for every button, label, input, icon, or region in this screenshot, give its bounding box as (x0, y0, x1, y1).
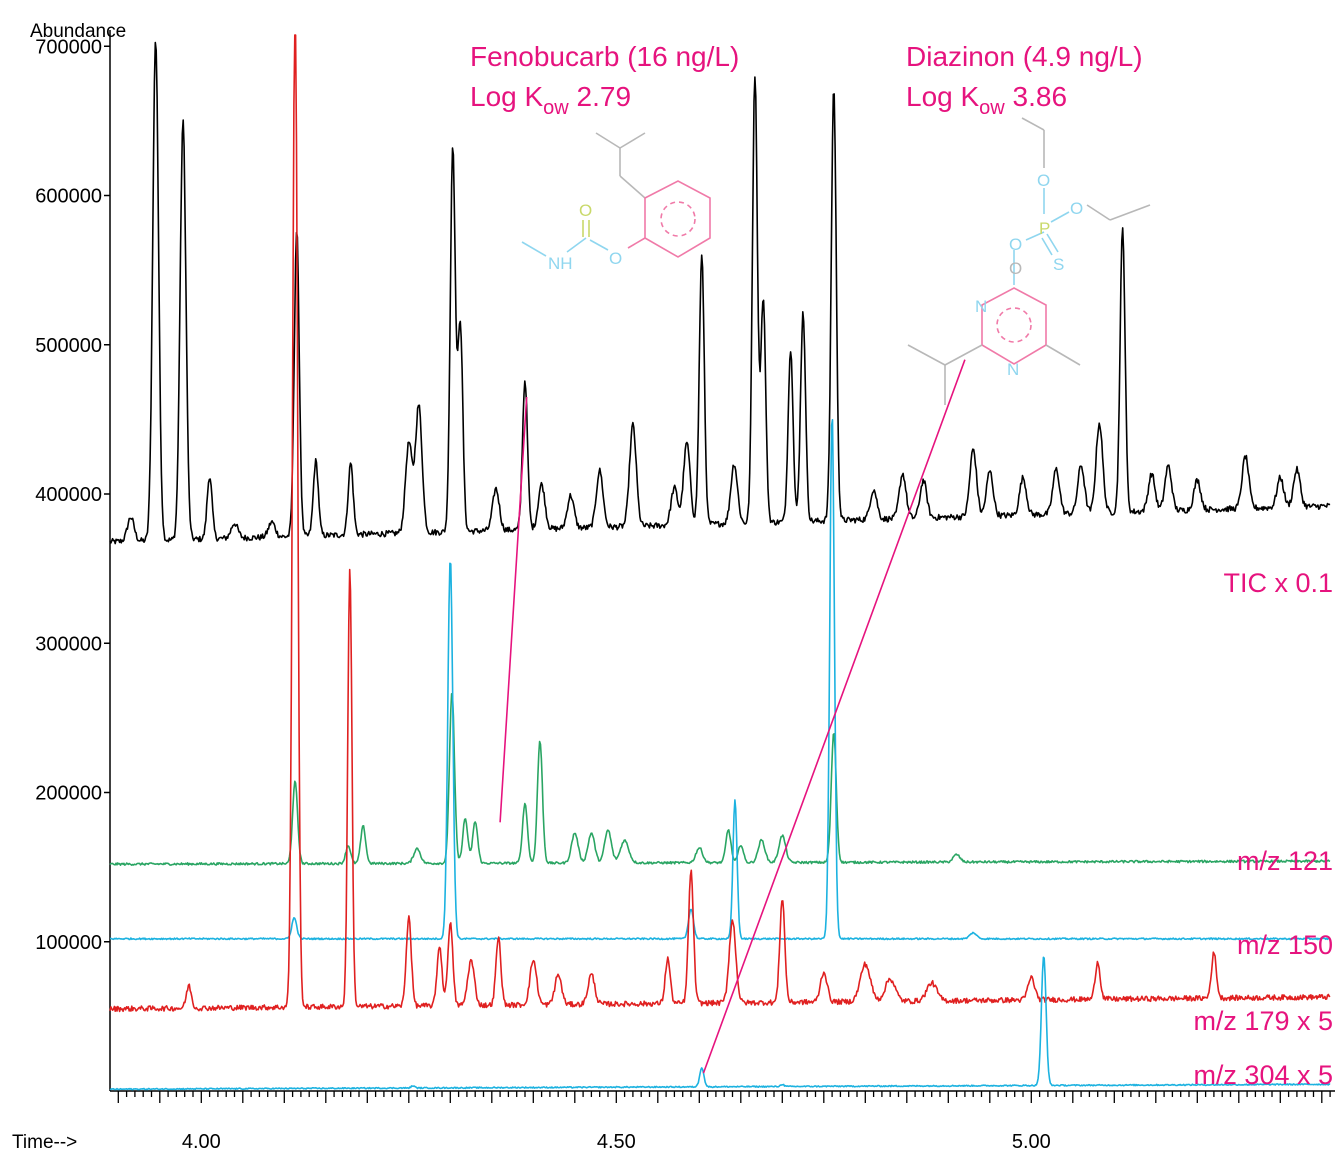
x-tick-label: 5.00 (1012, 1131, 1051, 1153)
series-label: m/z 150 (1237, 930, 1333, 960)
y-axis-label: Abundance (30, 21, 126, 42)
diazinon-o-top: O (1037, 171, 1050, 190)
diazinon-n-lower: N (1007, 360, 1019, 379)
diazinon-o-left: O (1009, 235, 1022, 254)
series-labels: TIC x 0.1 m/z 121 m/z 150 m/z 179 x 5 m/z 30… (1193, 568, 1333, 1090)
fenobucarb-ester-o: O (609, 249, 622, 268)
x-axis-ticks: 4.00 4.50 5.00 (117, 1091, 1331, 1153)
fenobucarb-nh: NH (548, 254, 573, 273)
pointer-line-0 (499, 396, 528, 823)
x-tick-label: 4.00 (182, 1131, 221, 1153)
y-axis-ticks: 100000 200000 300000 400000 500000 600000 7000… (35, 36, 110, 954)
fenobucarb-logkow-prefix: Log K (470, 81, 543, 112)
y-tick-label: 200000 (35, 783, 102, 805)
trace-3 (109, 34, 1331, 1013)
trace-0 (109, 41, 1331, 545)
fenobucarb-logkow: Log Kow 2.79 (470, 81, 631, 119)
diazinon-n-upper: N (975, 297, 987, 316)
fenobucarb-structure: O NH O (521, 132, 711, 273)
diazinon-s: S (1053, 255, 1064, 274)
diazinon-logkow-prefix: Log K (906, 81, 979, 112)
diazinon-logkow-value: 3.86 (1005, 81, 1067, 112)
series-label: m/z 121 (1237, 846, 1333, 876)
x-axis-label: Time--> (12, 1132, 77, 1153)
annotation-pointers (499, 359, 966, 1074)
diazinon-structure: O P O O S O N N (907, 117, 1151, 405)
pointer-line-1 (702, 359, 966, 1074)
y-tick-label: 600000 (35, 186, 102, 208)
traces (109, 34, 1331, 1091)
y-tick-label: 700000 (35, 36, 102, 58)
series-label: m/z 179 x 5 (1193, 1006, 1333, 1036)
x-tick-label: 4.50 (597, 1131, 636, 1153)
y-tick-label: 300000 (35, 633, 102, 655)
diazinon-o-ring: O (1009, 259, 1022, 278)
diazinon-p: P (1039, 219, 1050, 238)
trace-1 (109, 693, 1331, 866)
diazinon-label: Diazinon (4.9 ng/L) (906, 41, 1143, 72)
y-tick-label: 100000 (35, 932, 102, 954)
y-tick-label: 400000 (35, 484, 102, 506)
trace-2 (109, 419, 1331, 941)
series-label: TIC x 0.1 (1223, 568, 1333, 598)
series-label: m/z 304 x 5 (1193, 1060, 1333, 1090)
diazinon-logkow-sub: ow (979, 97, 1005, 119)
y-tick-label: 500000 (35, 335, 102, 357)
fenobucarb-label: Fenobucarb (16 ng/L) (470, 41, 739, 72)
diazinon-o-right: O (1070, 199, 1083, 218)
fenobucarb-logkow-value: 2.79 (569, 81, 631, 112)
diazinon-logkow: Log Kow 3.86 (906, 81, 1067, 119)
fenobucarb-logkow-sub: ow (543, 97, 569, 119)
trace-4 (109, 956, 1331, 1091)
fenobucarb-carbonyl-o: O (579, 201, 592, 220)
